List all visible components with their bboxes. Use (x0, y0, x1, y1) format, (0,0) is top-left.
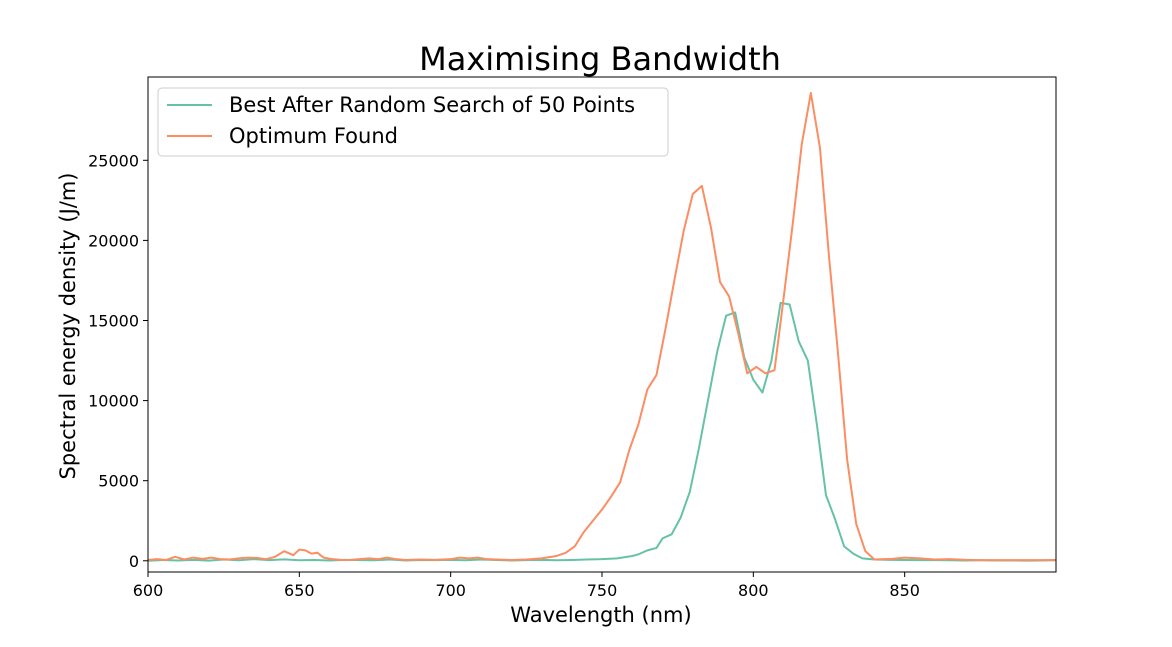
legend-label-optimum-found: Optimum Found (229, 124, 398, 148)
plot-frame (147, 76, 1057, 573)
chart-title: Maximising Bandwidth (419, 40, 781, 78)
legend-label-best-random-search: Best After Random Search of 50 Points (229, 93, 635, 117)
y-axis-label: Spectral energy density (J/m) (56, 172, 80, 479)
y-axis: 0 5000 10000 15000 20000 25000 (88, 151, 148, 571)
series-layer (147, 92, 1057, 562)
x-axis-label: Wavelength (nm) (510, 603, 691, 627)
x-tick-label: 650 (284, 581, 315, 600)
x-tick-label: 700 (435, 581, 466, 600)
y-tick-label: 0 (129, 552, 139, 571)
y-tick-label: 20000 (88, 231, 139, 250)
y-tick-label: 15000 (88, 311, 139, 330)
series-line-0 (147, 301, 1057, 562)
y-tick-label: 10000 (88, 392, 139, 411)
legend: Best After Random Search of 50 Points Op… (157, 87, 669, 157)
y-tick-label: 5000 (98, 472, 139, 491)
legend-box (157, 87, 669, 157)
x-tick-label: 600 (133, 581, 164, 600)
series-line-1 (147, 92, 1057, 562)
x-tick-label: 850 (889, 581, 920, 600)
y-tick-label: 25000 (88, 151, 139, 170)
x-axis: 600 650 700 750 800 850 (133, 572, 920, 600)
x-tick-label: 800 (738, 581, 769, 600)
x-tick-label: 750 (587, 581, 618, 600)
